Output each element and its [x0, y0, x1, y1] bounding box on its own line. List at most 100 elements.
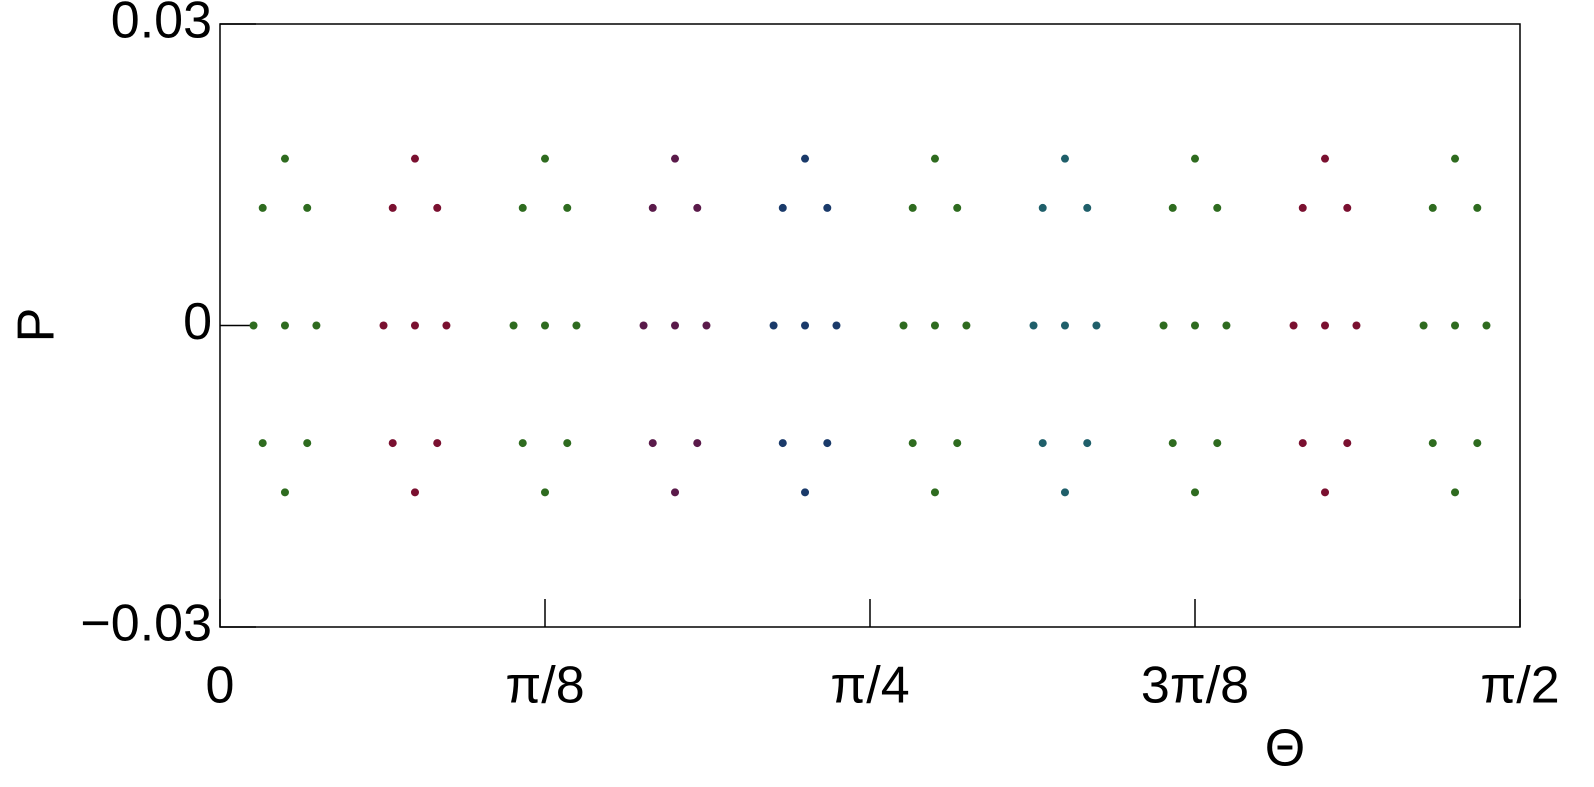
data-point	[410, 321, 419, 330]
data-point	[648, 439, 657, 448]
data-point	[1168, 203, 1177, 212]
data-point	[442, 321, 451, 330]
data-point	[671, 321, 680, 330]
data-point	[518, 439, 527, 448]
x-axis-label: Θ	[1265, 720, 1305, 778]
data-point	[433, 439, 442, 448]
data-point	[312, 321, 321, 330]
data-point	[1159, 321, 1168, 330]
data-point	[1168, 439, 1177, 448]
data-point	[1060, 154, 1069, 163]
data-point	[1029, 321, 1038, 330]
data-point	[303, 439, 312, 448]
data-point	[388, 439, 397, 448]
data-point	[410, 154, 419, 163]
data-point	[563, 439, 572, 448]
data-point	[1473, 203, 1482, 212]
data-point	[433, 203, 442, 212]
data-point	[1083, 439, 1092, 448]
data-point	[1060, 488, 1069, 497]
data-point	[1419, 321, 1428, 330]
x-tick-label: 3π/8	[1141, 657, 1249, 715]
data-point	[280, 488, 289, 497]
data-point	[518, 203, 527, 212]
data-point	[1191, 321, 1199, 330]
data-point	[823, 439, 832, 448]
data-point	[258, 203, 267, 212]
data-point	[1289, 321, 1298, 330]
data-point	[563, 203, 572, 212]
data-point	[1298, 203, 1307, 212]
data-point	[1321, 488, 1330, 497]
data-point	[410, 488, 419, 497]
data-point	[930, 488, 939, 497]
data-point	[801, 154, 810, 163]
data-point	[693, 203, 702, 212]
x-tick-label: 0	[206, 657, 235, 715]
data-point	[1222, 321, 1231, 330]
data-point	[930, 154, 939, 163]
data-point	[953, 203, 962, 212]
data-point	[801, 488, 810, 497]
data-point	[303, 203, 312, 212]
data-point	[1352, 321, 1361, 330]
data-point	[541, 154, 549, 163]
data-point	[1343, 203, 1352, 212]
data-point	[702, 321, 711, 330]
data-point	[639, 321, 648, 330]
data-point	[1191, 154, 1199, 163]
y-axis-label: P	[8, 308, 66, 343]
data-point	[778, 439, 787, 448]
data-point	[541, 321, 549, 330]
y-tick-label: −0.03	[80, 595, 212, 653]
data-point	[572, 321, 581, 330]
data-point	[1428, 203, 1437, 212]
data-point	[1213, 203, 1222, 212]
data-point	[1038, 439, 1047, 448]
data-point	[778, 203, 787, 212]
data-point	[1298, 439, 1307, 448]
data-point	[1343, 439, 1352, 448]
data-point	[899, 321, 908, 330]
data-point	[1092, 321, 1101, 330]
data-point	[930, 321, 939, 330]
data-point	[908, 439, 917, 448]
data-point	[509, 321, 518, 330]
y-tick-label: 0.03	[111, 0, 212, 50]
data-point	[541, 488, 549, 497]
data-point	[1473, 439, 1482, 448]
data-point	[693, 439, 702, 448]
data-point	[1060, 321, 1069, 330]
data-point	[671, 154, 680, 163]
data-point	[1083, 203, 1092, 212]
x-tick-label: π/8	[505, 657, 584, 715]
data-point	[1482, 321, 1491, 330]
data-point	[823, 203, 832, 212]
data-point	[1451, 154, 1460, 163]
data-point	[258, 439, 267, 448]
data-point	[1451, 488, 1460, 497]
data-point	[280, 321, 289, 330]
data-point	[962, 321, 971, 330]
x-tick-label: π/4	[830, 657, 909, 715]
data-point	[388, 203, 397, 212]
data-point	[1321, 154, 1330, 163]
data-point	[908, 203, 917, 212]
data-point	[1213, 439, 1222, 448]
data-point	[1191, 488, 1199, 497]
data-point	[769, 321, 778, 330]
data-point	[1428, 439, 1437, 448]
y-tick-label: 0	[183, 293, 212, 351]
data-point	[379, 321, 388, 330]
data-point	[1321, 321, 1330, 330]
x-tick-label: π/2	[1480, 657, 1559, 715]
data-point	[648, 203, 657, 212]
data-point	[1451, 321, 1460, 330]
data-point	[953, 439, 962, 448]
data-point	[280, 154, 289, 163]
data-point	[832, 321, 841, 330]
data-point	[249, 321, 258, 330]
data-point	[801, 321, 810, 330]
data-point	[671, 488, 680, 497]
